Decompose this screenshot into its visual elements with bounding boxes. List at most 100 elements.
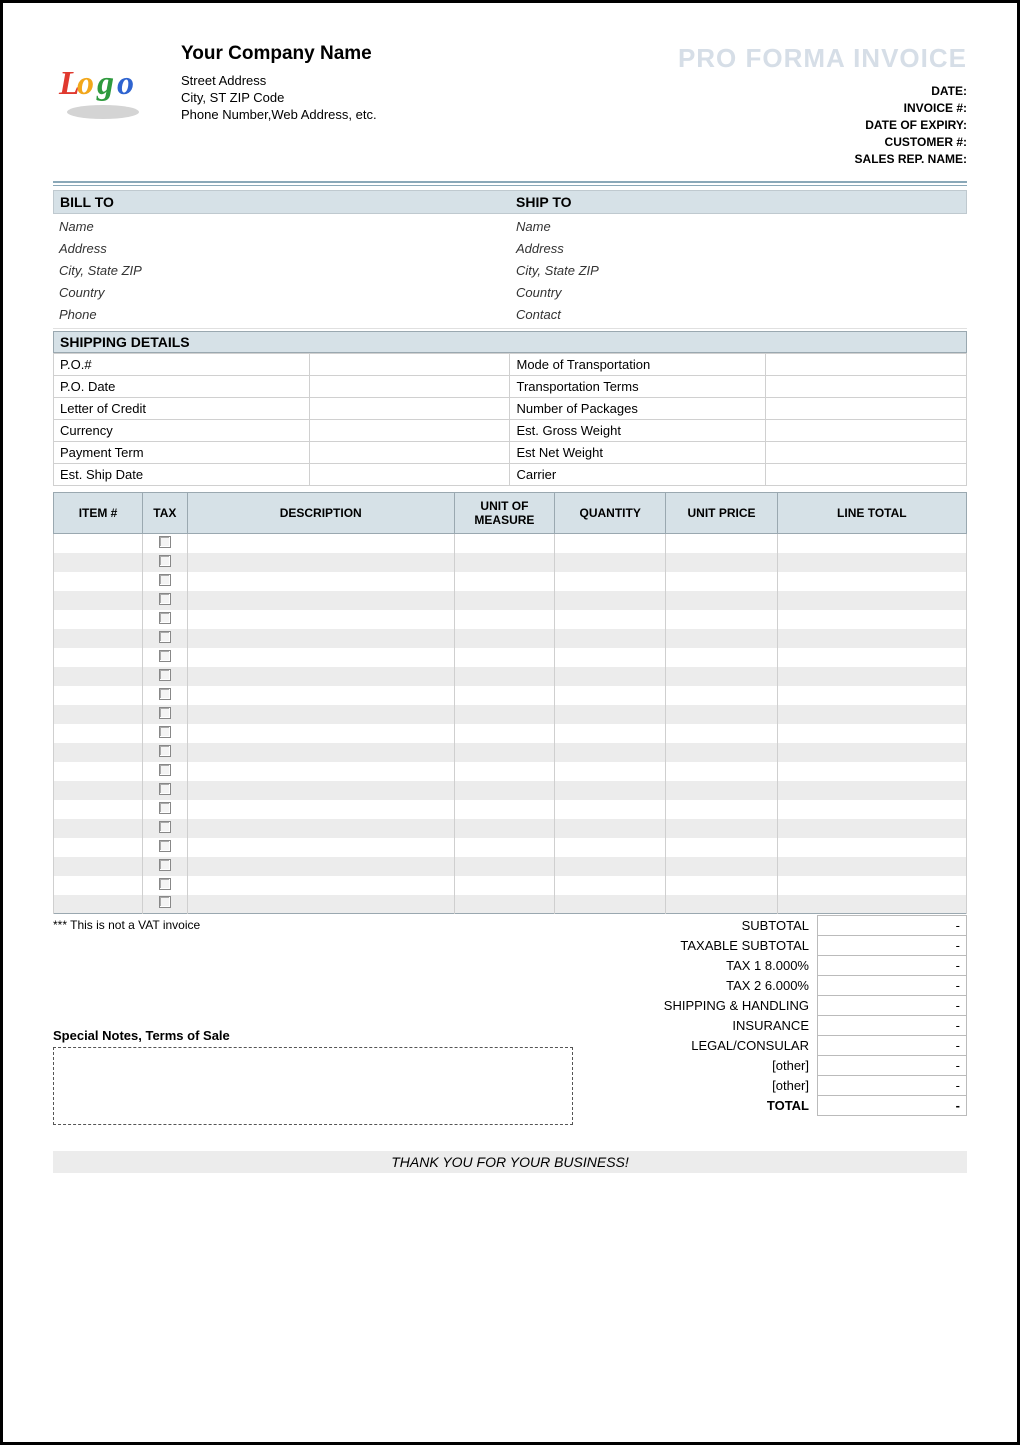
item-cell[interactable] xyxy=(777,629,966,648)
item-cell[interactable] xyxy=(54,781,143,800)
item-cell[interactable] xyxy=(666,591,777,610)
item-cell[interactable] xyxy=(777,610,966,629)
item-cell[interactable] xyxy=(777,534,966,553)
item-cell[interactable] xyxy=(54,610,143,629)
item-cell[interactable] xyxy=(555,591,666,610)
item-cell[interactable] xyxy=(555,705,666,724)
ship-right-value[interactable] xyxy=(766,354,967,376)
ship-right-value[interactable] xyxy=(766,420,967,442)
item-cell[interactable] xyxy=(555,857,666,876)
item-cell[interactable] xyxy=(555,667,666,686)
ship-left-value[interactable] xyxy=(309,376,510,398)
item-cell[interactable] xyxy=(54,762,143,781)
item-cell[interactable] xyxy=(666,648,777,667)
item-cell[interactable] xyxy=(454,762,554,781)
item-cell[interactable] xyxy=(777,553,966,572)
item-cell[interactable] xyxy=(54,572,143,591)
item-cell[interactable] xyxy=(454,781,554,800)
item-cell[interactable] xyxy=(555,724,666,743)
ship-right-value[interactable] xyxy=(766,442,967,464)
tax-checkbox[interactable] xyxy=(159,726,171,738)
item-cell[interactable] xyxy=(187,534,454,553)
tax-checkbox[interactable] xyxy=(159,783,171,795)
tax-checkbox[interactable] xyxy=(159,593,171,605)
item-cell[interactable] xyxy=(777,667,966,686)
item-cell[interactable] xyxy=(777,686,966,705)
item-cell[interactable] xyxy=(454,743,554,762)
item-cell[interactable] xyxy=(54,534,143,553)
ship-left-value[interactable] xyxy=(309,354,510,376)
item-cell[interactable] xyxy=(187,781,454,800)
ship-right-value[interactable] xyxy=(766,398,967,420)
item-cell[interactable] xyxy=(555,876,666,895)
item-cell[interactable] xyxy=(555,781,666,800)
item-cell[interactable] xyxy=(777,762,966,781)
item-cell[interactable] xyxy=(454,686,554,705)
item-cell[interactable] xyxy=(666,553,777,572)
item-cell[interactable] xyxy=(54,686,143,705)
item-cell[interactable] xyxy=(54,648,143,667)
item-cell[interactable] xyxy=(187,895,454,914)
item-cell[interactable] xyxy=(187,686,454,705)
item-cell[interactable] xyxy=(777,648,966,667)
item-cell[interactable] xyxy=(454,534,554,553)
item-cell[interactable] xyxy=(187,819,454,838)
item-cell[interactable] xyxy=(454,876,554,895)
item-cell[interactable] xyxy=(54,629,143,648)
ship-left-value[interactable] xyxy=(309,442,510,464)
item-cell[interactable] xyxy=(666,838,777,857)
item-cell[interactable] xyxy=(555,743,666,762)
item-cell[interactable] xyxy=(54,857,143,876)
ship-left-value[interactable] xyxy=(309,420,510,442)
item-cell[interactable] xyxy=(666,876,777,895)
tax-checkbox[interactable] xyxy=(159,650,171,662)
item-cell[interactable] xyxy=(187,800,454,819)
tax-checkbox[interactable] xyxy=(159,669,171,681)
item-cell[interactable] xyxy=(187,629,454,648)
item-cell[interactable] xyxy=(555,648,666,667)
tax-checkbox[interactable] xyxy=(159,821,171,833)
item-cell[interactable] xyxy=(666,724,777,743)
item-cell[interactable] xyxy=(454,800,554,819)
item-cell[interactable] xyxy=(777,895,966,914)
item-cell[interactable] xyxy=(187,610,454,629)
item-cell[interactable] xyxy=(777,572,966,591)
item-cell[interactable] xyxy=(454,838,554,857)
item-cell[interactable] xyxy=(54,705,143,724)
item-cell[interactable] xyxy=(454,648,554,667)
item-cell[interactable] xyxy=(187,667,454,686)
item-cell[interactable] xyxy=(777,591,966,610)
item-cell[interactable] xyxy=(54,743,143,762)
item-cell[interactable] xyxy=(666,705,777,724)
item-cell[interactable] xyxy=(187,572,454,591)
item-cell[interactable] xyxy=(666,572,777,591)
item-cell[interactable] xyxy=(454,572,554,591)
item-cell[interactable] xyxy=(555,762,666,781)
item-cell[interactable] xyxy=(187,762,454,781)
item-cell[interactable] xyxy=(666,819,777,838)
item-cell[interactable] xyxy=(187,553,454,572)
item-cell[interactable] xyxy=(54,553,143,572)
item-cell[interactable] xyxy=(454,667,554,686)
item-cell[interactable] xyxy=(777,705,966,724)
item-cell[interactable] xyxy=(187,648,454,667)
item-cell[interactable] xyxy=(555,819,666,838)
tax-checkbox[interactable] xyxy=(159,764,171,776)
item-cell[interactable] xyxy=(454,819,554,838)
tax-checkbox[interactable] xyxy=(159,878,171,890)
item-cell[interactable] xyxy=(777,743,966,762)
tax-checkbox[interactable] xyxy=(159,802,171,814)
item-cell[interactable] xyxy=(666,781,777,800)
ship-right-value[interactable] xyxy=(766,464,967,486)
item-cell[interactable] xyxy=(454,895,554,914)
item-cell[interactable] xyxy=(777,724,966,743)
tax-checkbox[interactable] xyxy=(159,688,171,700)
tax-checkbox[interactable] xyxy=(159,896,171,908)
item-cell[interactable] xyxy=(54,800,143,819)
item-cell[interactable] xyxy=(54,838,143,857)
item-cell[interactable] xyxy=(666,610,777,629)
item-cell[interactable] xyxy=(666,895,777,914)
item-cell[interactable] xyxy=(454,629,554,648)
item-cell[interactable] xyxy=(555,534,666,553)
ship-left-value[interactable] xyxy=(309,464,510,486)
